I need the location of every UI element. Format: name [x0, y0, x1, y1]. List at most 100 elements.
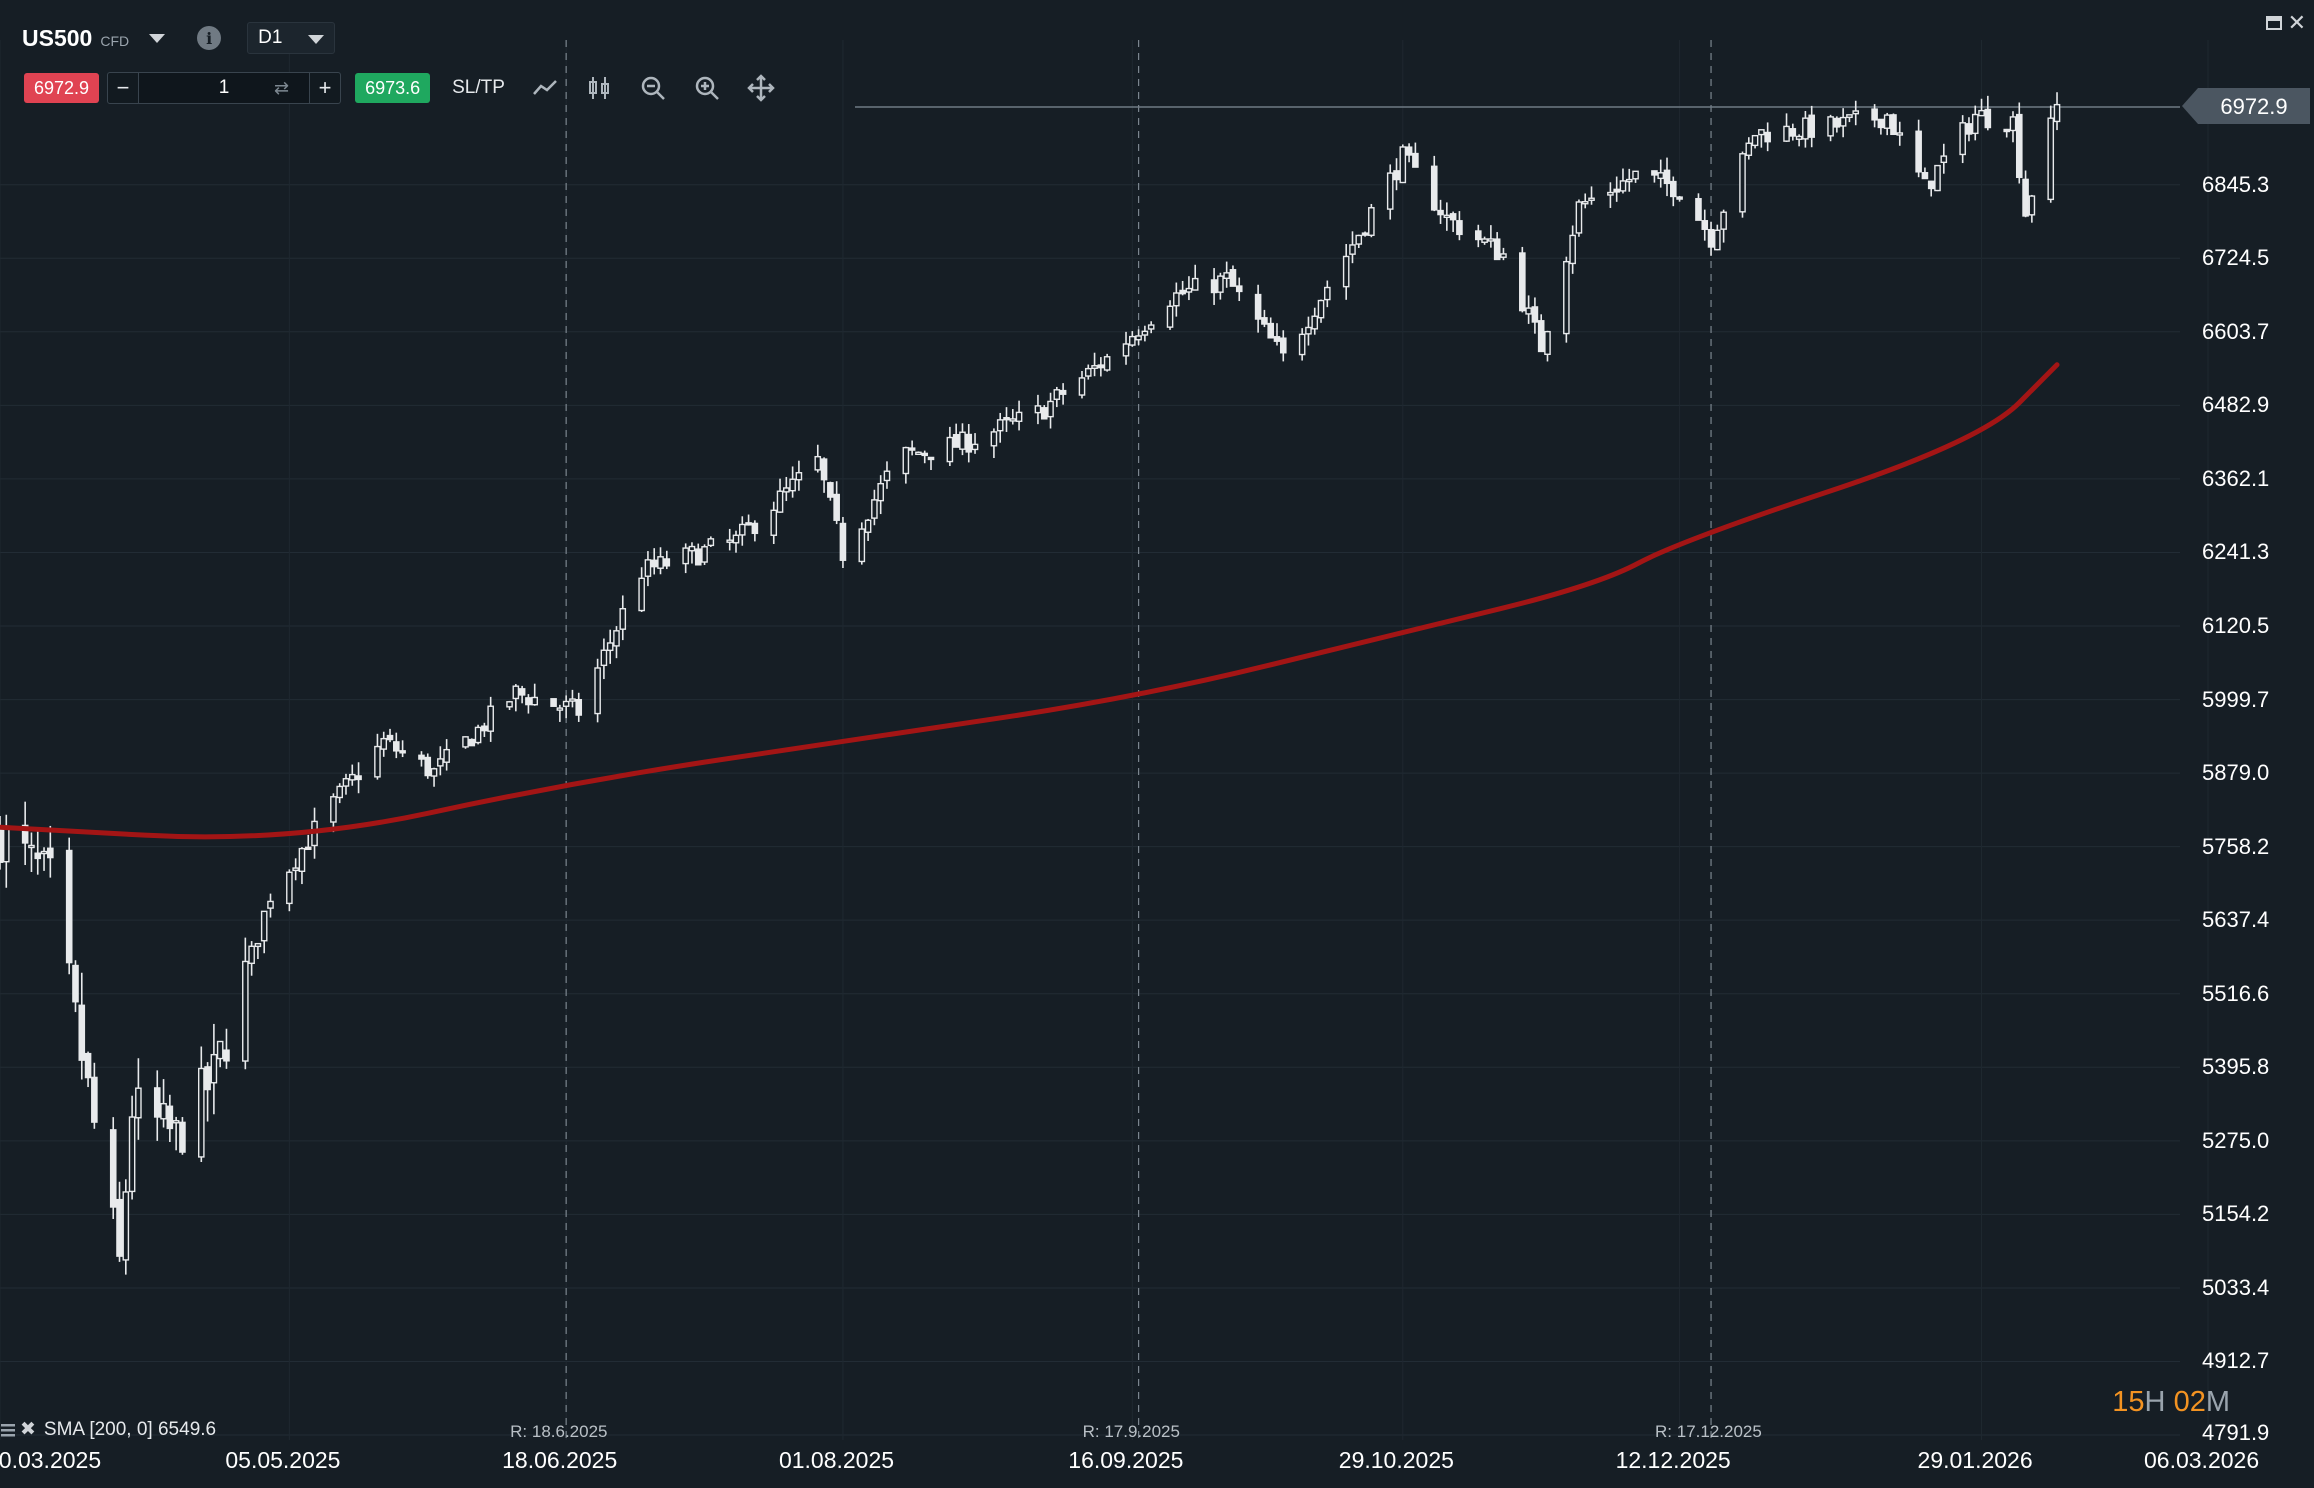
candle-body	[462, 736, 469, 748]
candle	[160, 1079, 167, 1128]
candle	[1877, 118, 1885, 135]
candle	[1210, 268, 1218, 305]
increase-button[interactable]: +	[318, 75, 332, 100]
candle-body	[260, 910, 268, 942]
candle	[65, 837, 73, 975]
candle	[732, 530, 740, 553]
candle-body	[2053, 103, 2061, 123]
zoom-in-icon[interactable]	[693, 74, 721, 102]
candle	[1487, 225, 1495, 248]
candle-body	[1625, 178, 1633, 183]
swap-icon[interactable]: ⇄	[273, 78, 290, 98]
candle	[468, 738, 476, 747]
candle-body	[1053, 389, 1061, 400]
candle	[745, 514, 752, 526]
candle-body	[550, 698, 557, 707]
rollover-lines	[565, 40, 1712, 1440]
candle-body	[216, 1040, 224, 1060]
candle-body	[1669, 180, 1677, 198]
candle-body	[965, 433, 973, 453]
candle-body	[1519, 252, 1526, 312]
candle	[1166, 300, 1174, 330]
candle-body	[820, 458, 828, 481]
date-tick-label: 20.03.2025	[0, 1447, 102, 1473]
candle-body	[122, 1191, 130, 1261]
candle-body	[1267, 322, 1275, 339]
candle-body	[1984, 108, 1992, 129]
candle-body	[789, 478, 796, 492]
candle	[1795, 134, 1803, 147]
price-tick-label: 5154.2	[2202, 1201, 2270, 1227]
candle	[1657, 159, 1665, 188]
candle	[1669, 176, 1677, 207]
timer-minutes: 02	[2173, 1386, 2206, 1418]
candle-body	[1229, 269, 1237, 287]
candle-body	[1084, 367, 1092, 377]
candle-body	[1311, 315, 1319, 330]
candle	[298, 847, 306, 885]
minimize-icon[interactable]	[2265, 16, 2282, 30]
quantity-stepper[interactable]: − 1 ⇄ +	[107, 72, 342, 104]
chart-grid	[0, 40, 2209, 1440]
candle-body	[1827, 116, 1834, 137]
candle-body	[1852, 110, 1860, 115]
sell-button[interactable]: 6972.9	[24, 73, 100, 103]
candle-body	[1739, 153, 1746, 213]
sltp-button[interactable]: SL/TP	[452, 77, 505, 98]
candle	[1827, 114, 1834, 142]
symbol-name[interactable]: US500	[22, 24, 93, 51]
sma-legend-text: SMA [200, 0] 6549.6	[43, 1418, 217, 1440]
candle	[122, 1179, 130, 1275]
candle-body	[776, 490, 784, 513]
candle-body	[1978, 109, 1985, 117]
candle	[424, 753, 432, 779]
candle-body	[1235, 285, 1243, 293]
candle	[795, 460, 803, 491]
remove-indicator-icon[interactable]: ✖	[20, 1419, 36, 1440]
candle	[1430, 155, 1438, 212]
candle	[1965, 117, 1973, 142]
candle	[996, 412, 1004, 443]
candle	[0, 816, 4, 870]
candle-body	[481, 725, 488, 732]
candle-body	[1129, 335, 1136, 346]
candle-body	[814, 455, 822, 471]
info-icon[interactable]: i	[197, 26, 222, 50]
candle	[663, 550, 671, 570]
candle	[1758, 129, 1765, 148]
candle-body	[197, 1067, 205, 1158]
candle-body	[682, 547, 689, 565]
candles-icon[interactable]	[585, 74, 613, 102]
quantity-input[interactable]: 1 ⇄	[138, 73, 311, 103]
candle	[2028, 194, 2036, 223]
candle-body	[153, 1087, 161, 1118]
candle-body	[286, 871, 293, 905]
candle	[267, 893, 274, 918]
candle-body	[594, 667, 601, 715]
candle	[1097, 357, 1105, 377]
list-icon[interactable]	[0, 1422, 16, 1438]
candle	[877, 475, 884, 515]
price-tick-label: 6724.5	[2202, 245, 2270, 271]
candle-body	[1173, 292, 1180, 307]
close-icon[interactable]: ✕	[2287, 10, 2306, 35]
candle-body	[116, 1198, 123, 1257]
symbol-dropdown-icon[interactable]	[149, 33, 166, 43]
candle-body	[1047, 400, 1054, 418]
candle	[613, 626, 620, 659]
candle	[1871, 104, 1878, 128]
zoom-out-icon[interactable]	[639, 74, 667, 102]
candle-body	[525, 697, 532, 706]
timeframe-select[interactable]: D1	[247, 22, 336, 54]
decrease-button[interactable]: −	[116, 75, 130, 100]
line-chart-icon[interactable]	[531, 74, 559, 102]
candle-body	[474, 726, 482, 744]
move-icon[interactable]	[747, 74, 775, 102]
candle-body	[1927, 180, 1935, 190]
candle-body	[1607, 191, 1614, 196]
candle-body	[1581, 201, 1589, 205]
candle-body	[1839, 116, 1847, 127]
buy-button[interactable]: 6973.6	[355, 73, 431, 103]
candle	[751, 520, 759, 542]
